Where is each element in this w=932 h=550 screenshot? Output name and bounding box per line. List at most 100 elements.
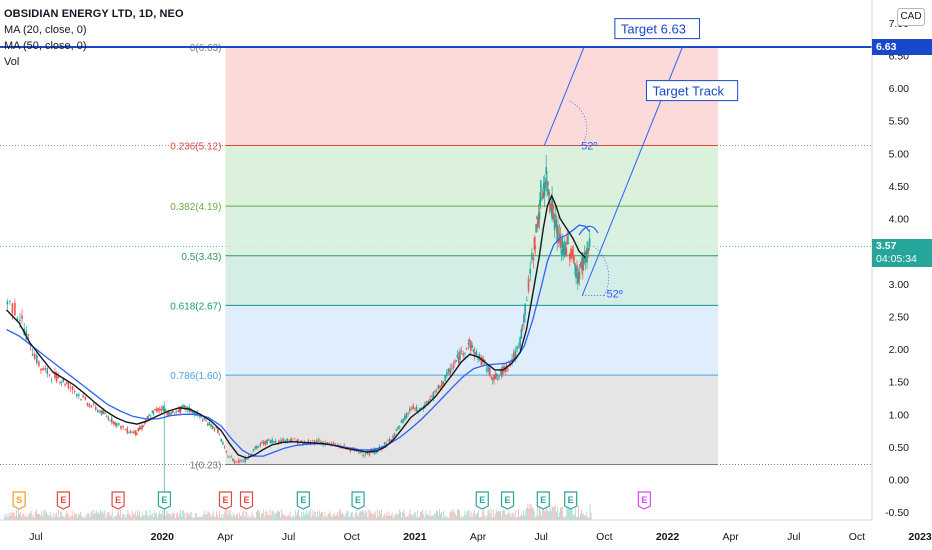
volume-bar [168, 513, 170, 520]
volume-bar [418, 517, 419, 520]
volume-bar [243, 510, 245, 520]
candle-body [477, 358, 479, 360]
volume-bar [524, 515, 526, 520]
volume-bar [328, 513, 330, 520]
volume-bar [520, 516, 521, 520]
volume-legend[interactable]: Vol [4, 56, 20, 68]
candle-body [162, 405, 164, 410]
volume-bar [470, 511, 472, 520]
candle-body [64, 383, 66, 386]
event-marker[interactable] [637, 491, 651, 510]
candle-body [541, 196, 543, 200]
event-marker[interactable] [56, 491, 70, 510]
candle-body [183, 404, 185, 408]
event-marker[interactable] [296, 491, 310, 510]
volume-bar [32, 513, 34, 520]
fibonacci-retracement[interactable]: 0(6.63) 0.236(5.12) 0.382(4.19) 0.5(3.43) 0.… [170, 43, 719, 472]
volume-bar [284, 514, 286, 520]
annotation-box[interactable] [645, 80, 739, 102]
candle-body [542, 183, 545, 189]
ma20-line[interactable] [5, 193, 586, 459]
candle-body [366, 451, 369, 455]
candle-body [142, 425, 145, 427]
target-track-upper[interactable] [543, 46, 585, 146]
candle-body [137, 428, 140, 432]
volume-bar [384, 513, 386, 520]
volume-bar [111, 509, 113, 520]
candle-body [573, 262, 576, 264]
volume-bar [195, 513, 197, 520]
candle-body [547, 189, 550, 195]
drawings-layer[interactable]: Target 6.63 Target Track 52º 52º [0, 18, 872, 301]
candle-body [488, 367, 491, 376]
candle-body [46, 368, 49, 374]
volume-bar [402, 511, 404, 520]
volume-bar [39, 513, 40, 520]
volume-bar [403, 509, 405, 520]
volume-bar [205, 514, 207, 520]
volume-bar [255, 511, 257, 520]
volume-bar [425, 510, 427, 520]
event-marker[interactable] [351, 491, 365, 510]
candle-body [576, 272, 579, 284]
annotation-box[interactable] [614, 18, 700, 40]
event-marker[interactable] [475, 491, 489, 510]
candle-body [588, 238, 591, 247]
candle-body [562, 244, 564, 253]
candle-body [230, 456, 233, 458]
volume-bar [441, 512, 443, 520]
volume-bar [50, 515, 52, 520]
candle-body [235, 461, 238, 463]
volume-bar [484, 515, 486, 520]
candle-body [538, 211, 541, 220]
candle-body [133, 431, 135, 434]
volume-bar [228, 509, 230, 520]
volume-bar [147, 515, 149, 520]
candle-body [572, 255, 575, 262]
y-tick-label: 4.50 [889, 181, 910, 193]
candle-body [99, 410, 101, 413]
event-marker[interactable] [500, 491, 515, 510]
event-marker[interactable] [12, 491, 26, 510]
event-marker[interactable] [157, 491, 172, 510]
event-marker[interactable] [564, 491, 578, 510]
volume-bar [409, 509, 411, 520]
volume-bar [117, 512, 118, 520]
volume-bar [108, 511, 110, 520]
volume-bar [151, 512, 153, 520]
volume-bar [226, 509, 228, 520]
candle-body [456, 354, 459, 358]
ma20-legend[interactable]: MA (20, close, 0) [4, 24, 87, 36]
candle-body [215, 427, 217, 429]
volume-bar [92, 513, 94, 520]
candle-body [514, 350, 517, 360]
candle-body [425, 401, 428, 404]
volume-bar [265, 511, 267, 520]
candle-body [576, 266, 578, 268]
event-marker[interactable] [239, 491, 254, 510]
volume-bar [4, 513, 6, 520]
volume-bar [93, 510, 95, 520]
candle-body [523, 314, 525, 323]
event-marker-label: E [540, 495, 546, 505]
event-marker[interactable] [536, 491, 550, 510]
candle-body [177, 410, 179, 412]
candle-body [409, 408, 411, 412]
volume-bar [301, 512, 303, 520]
ma50-legend[interactable]: MA (50, close, 0) [4, 40, 87, 52]
event-marker[interactable] [111, 491, 125, 510]
volume-bar [217, 514, 218, 520]
volume-bar [317, 510, 318, 520]
volume-bar [248, 515, 250, 520]
volume-bar [579, 517, 580, 520]
volume-bar [489, 513, 491, 520]
currency-badge[interactable]: CAD [897, 8, 925, 26]
event-marker[interactable] [218, 491, 233, 510]
symbol-title[interactable]: OBSIDIAN ENERGY LTD, 1D, NEO [4, 8, 184, 20]
volume-bar [394, 514, 396, 520]
volume-bar [85, 517, 87, 520]
candle-body [191, 411, 194, 414]
volume-bar [399, 509, 400, 520]
